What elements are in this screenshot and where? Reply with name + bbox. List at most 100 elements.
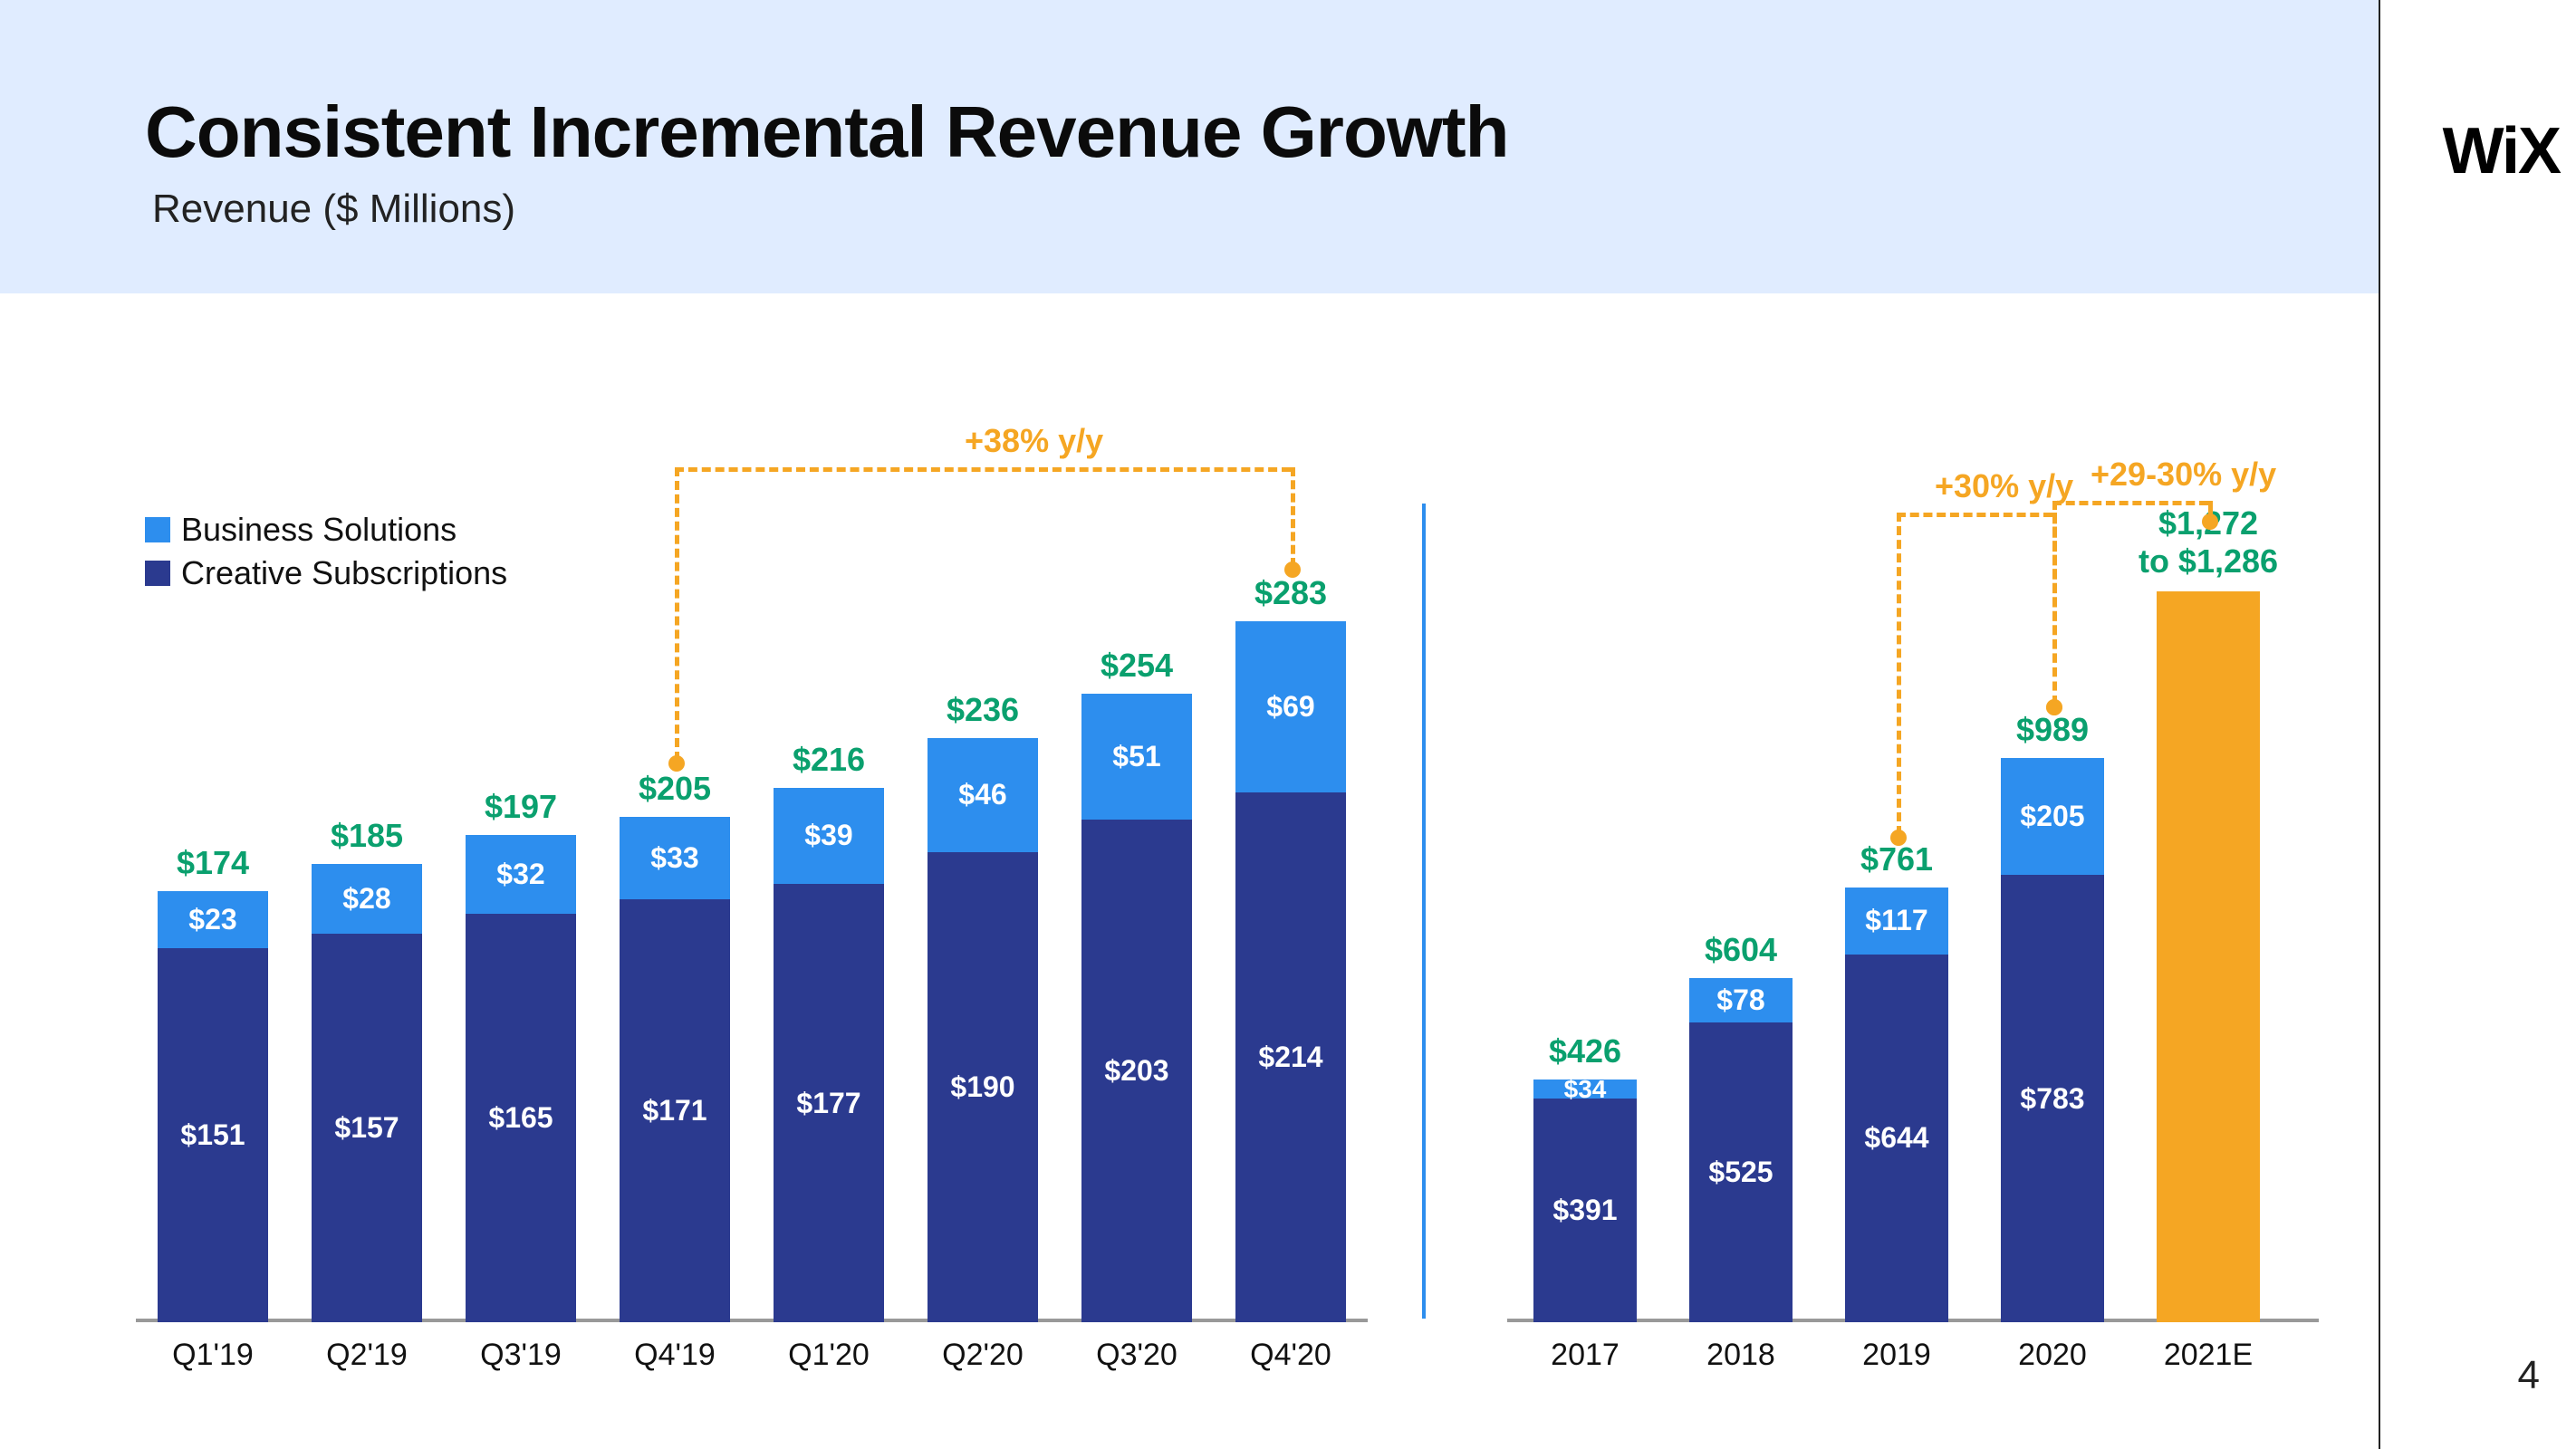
page-title: Consistent Incremental Revenue Growth xyxy=(145,91,2379,174)
main-column: Consistent Incremental Revenue Growth Re… xyxy=(0,0,2380,1449)
axis-category-label: Q4'19 xyxy=(634,1338,716,1373)
axis-category-label: 2017 xyxy=(1551,1338,1620,1373)
segment-value-label: $214 xyxy=(1258,1041,1322,1074)
bar-segment-creative: $177 xyxy=(774,884,884,1322)
bar-segment-creative: $165 xyxy=(466,914,576,1322)
bar-total-label: $989 xyxy=(1962,711,2143,749)
callout-arrow-line xyxy=(675,467,1291,472)
bar-total-label: $426 xyxy=(1495,1032,1676,1070)
bar-segment-business: $23 xyxy=(158,891,268,948)
bar-group: $157$28$185Q2'19 xyxy=(312,864,422,1322)
bar-segment-creative: $214 xyxy=(1235,792,1346,1322)
bar-group: $644$117$7612019 xyxy=(1845,888,1948,1322)
callout-arrow-line xyxy=(1897,513,1901,835)
axis-category-label: 2020 xyxy=(2018,1338,2087,1373)
segment-value-label: $34 xyxy=(1564,1075,1607,1104)
bar-group: $171$33$205Q4'19 xyxy=(620,817,730,1322)
segment-value-label: $28 xyxy=(342,882,390,916)
bar-segment-creative: $203 xyxy=(1081,820,1192,1322)
segment-value-label: $33 xyxy=(650,841,698,875)
callout-arrow-dot xyxy=(1890,830,1907,846)
axis-category-label: Q2'20 xyxy=(942,1338,1024,1373)
segment-value-label: $23 xyxy=(188,903,236,936)
bar-segment-creative: $171 xyxy=(620,899,730,1322)
quarterly-chart: $151$23$174Q1'19$157$28$185Q2'19$165$32$… xyxy=(136,580,1368,1322)
growth-callout: +30% y/y xyxy=(1935,467,2073,505)
segment-value-label: $117 xyxy=(1865,904,1927,937)
bar-segment-creative: $151 xyxy=(158,948,268,1322)
bar-segment-business: $39 xyxy=(774,788,884,885)
wix-logo: WiX xyxy=(2443,114,2560,188)
bar-group: $190$46$236Q2'20 xyxy=(928,738,1038,1322)
callout-arrow-line xyxy=(1291,467,1295,567)
axis-category-label: 2018 xyxy=(1706,1338,1775,1373)
bar-segment-business: $69 xyxy=(1235,621,1346,792)
bar-total-label: $236 xyxy=(892,691,1073,729)
bar-segment-creative: $190 xyxy=(928,852,1038,1322)
axis-category-label: Q3'19 xyxy=(480,1338,562,1373)
legend-label: Business Solutions xyxy=(181,511,457,549)
segment-value-label: $190 xyxy=(950,1070,1014,1104)
bar-segment-business: $51 xyxy=(1081,694,1192,820)
bar-total-label: $254 xyxy=(1046,647,1227,685)
segment-value-label: $46 xyxy=(958,778,1006,811)
axis-category-label: Q1'20 xyxy=(788,1338,870,1373)
bar-segment-business: $32 xyxy=(466,835,576,914)
quarterly-bars: $151$23$174Q1'19$157$28$185Q2'19$165$32$… xyxy=(136,580,1368,1322)
bar-total-label: $761 xyxy=(1806,840,1987,878)
callout-arrow-line xyxy=(675,467,679,760)
bar-total-label: $283 xyxy=(1200,574,1381,612)
bar-group: $525$78$6042018 xyxy=(1689,978,1793,1322)
bar-segment-business: $34 xyxy=(1533,1080,1637,1099)
bar-segment-creative: $391 xyxy=(1533,1099,1637,1322)
bar-group: $391$34$4262017 xyxy=(1533,1080,1637,1322)
side-column: WiX 4 xyxy=(2380,0,2576,1449)
segment-value-label: $165 xyxy=(488,1101,553,1135)
header-band: Consistent Incremental Revenue Growth Re… xyxy=(0,0,2379,293)
callout-arrow-line xyxy=(1897,513,2052,517)
axis-category-label: 2019 xyxy=(1862,1338,1931,1373)
segment-value-label: $525 xyxy=(1708,1156,1773,1189)
bar-segment-business: $117 xyxy=(1845,888,1948,955)
callout-arrow-dot xyxy=(668,755,685,772)
callout-arrow-line xyxy=(2052,501,2057,705)
bar-segment-business: $46 xyxy=(928,738,1038,852)
segment-value-label: $157 xyxy=(334,1111,399,1145)
bar-group: $151$23$174Q1'19 xyxy=(158,891,268,1322)
axis-category-label: Q2'19 xyxy=(326,1338,408,1373)
bar-segment-business: $78 xyxy=(1689,978,1793,1022)
segment-value-label: $177 xyxy=(796,1087,860,1120)
bar-group: $177$39$216Q1'20 xyxy=(774,788,884,1322)
bar-segment-business: $28 xyxy=(312,864,422,934)
charts-area: Business Solutions Creative Subscription… xyxy=(0,293,2380,1449)
bar-segment-creative: $783 xyxy=(2001,875,2104,1322)
bar-segment-business: $205 xyxy=(2001,758,2104,875)
segment-value-label: $78 xyxy=(1716,984,1764,1017)
slide: Consistent Incremental Revenue Growth Re… xyxy=(0,0,2576,1449)
legend-item-business: Business Solutions xyxy=(145,511,507,549)
segment-value-label: $783 xyxy=(2020,1082,2084,1116)
growth-callout: +29-30% y/y xyxy=(2091,456,2276,494)
legend-swatch-business xyxy=(145,517,170,542)
bar-group: $783$205$9892020 xyxy=(2001,758,2104,1322)
callout-arrow-line xyxy=(2052,501,2208,505)
segment-value-label: $171 xyxy=(642,1094,706,1128)
bar-group: $214$69$283Q4'20 xyxy=(1235,621,1346,1322)
segment-value-label: $205 xyxy=(2020,800,2084,833)
bar-total-label: $604 xyxy=(1650,931,1831,969)
axis-category-label: Q1'19 xyxy=(172,1338,254,1373)
growth-callout: +38% y/y xyxy=(965,422,1103,460)
segment-value-label: $51 xyxy=(1112,740,1160,773)
segment-value-label: $32 xyxy=(496,858,544,891)
axis-category-label: Q4'20 xyxy=(1250,1338,1331,1373)
segment-value-label: $69 xyxy=(1266,690,1314,724)
page-subtitle: Revenue ($ Millions) xyxy=(152,187,2379,232)
bar-group: $203$51$254Q3'20 xyxy=(1081,694,1192,1322)
bar-segment-creative: $644 xyxy=(1845,955,1948,1322)
bar-group: $165$32$197Q3'19 xyxy=(466,835,576,1322)
axis-category-label: Q3'20 xyxy=(1096,1338,1177,1373)
axis-category-label: 2021E xyxy=(2164,1338,2253,1373)
bar-group: $1,272to $1,2862021E xyxy=(2157,591,2260,1322)
segment-value-label: $151 xyxy=(180,1118,245,1152)
bar-segment-projection xyxy=(2157,591,2260,1322)
